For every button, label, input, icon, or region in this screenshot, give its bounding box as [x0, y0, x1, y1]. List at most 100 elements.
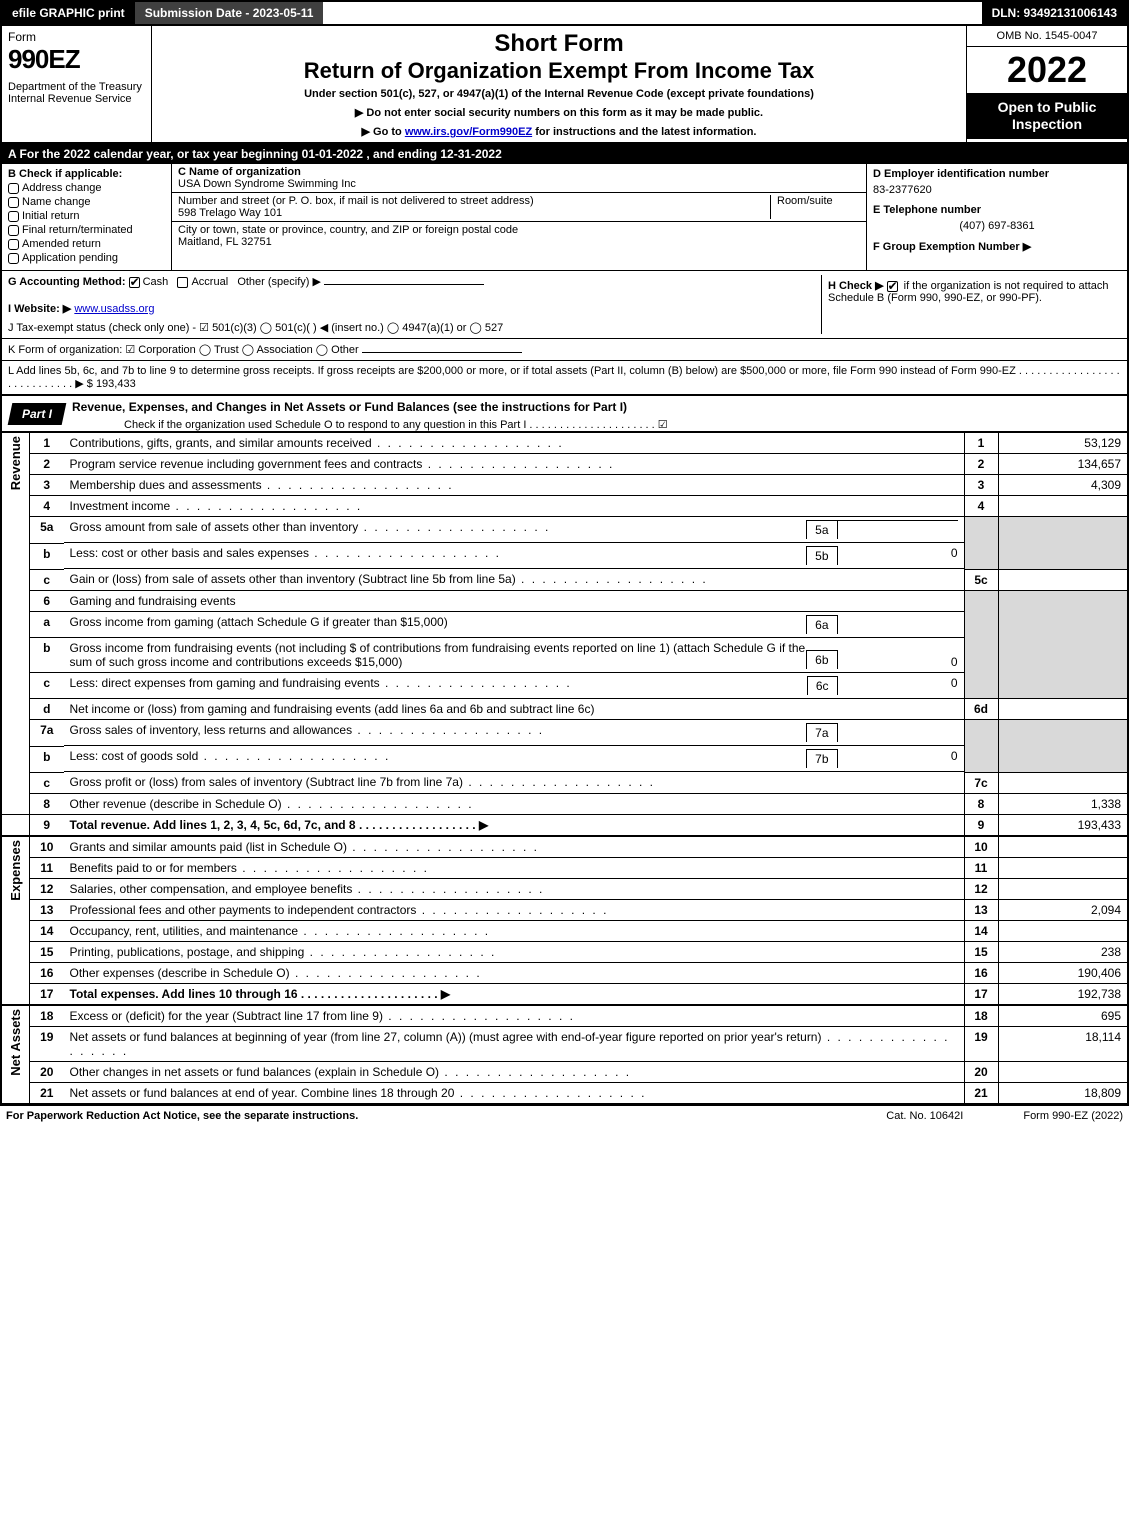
l6c-sv: 0: [838, 676, 958, 695]
footer-left: For Paperwork Reduction Act Notice, see …: [6, 1110, 886, 1122]
chk-name-change[interactable]: [8, 197, 19, 208]
l3-num: 3: [30, 475, 64, 496]
other-specify-field[interactable]: [324, 284, 484, 285]
chk-final-return[interactable]: [8, 225, 19, 236]
l7b-desc: Less: cost of goods sold: [70, 749, 807, 768]
l16-val: 190,406: [998, 962, 1128, 983]
info-block: B Check if applicable: Address change Na…: [0, 164, 1129, 271]
l5a-num: 5a: [30, 517, 64, 544]
chk-accrual[interactable]: [177, 277, 188, 288]
footer-center: Cat. No. 10642I: [886, 1110, 963, 1122]
lbl-cash: Cash: [143, 276, 169, 288]
l19-desc: Net assets or fund balances at beginning…: [64, 1026, 965, 1061]
l8-desc: Other revenue (describe in Schedule O): [64, 793, 965, 814]
l13-val: 2,094: [998, 899, 1128, 920]
vlabel-revenue: Revenue: [8, 436, 23, 490]
l5b-num: b: [30, 543, 64, 569]
l13-rnum: 13: [964, 899, 998, 920]
l1-rnum: 1: [964, 433, 998, 454]
l20-val: [998, 1061, 1128, 1082]
l5c-rnum: 5c: [964, 569, 998, 590]
lbl-initial-return: Initial return: [22, 210, 79, 222]
l4-val: [998, 496, 1128, 517]
l14-val: [998, 920, 1128, 941]
e-label: E Telephone number: [873, 204, 1121, 216]
department-label: Department of the Treasury Internal Reve…: [8, 81, 145, 105]
f-label: F Group Exemption Number ▶: [873, 240, 1121, 253]
l7a-num: 7a: [30, 720, 64, 747]
top-bar: efile GRAPHIC print Submission Date - 20…: [0, 0, 1129, 26]
l17-val: 192,738: [998, 983, 1128, 1005]
l7b-sn: 7b: [806, 749, 837, 768]
form-number: 990EZ: [8, 44, 145, 75]
addr-val: 598 Trelago Way 101: [178, 207, 282, 219]
k-other-field[interactable]: [362, 352, 522, 353]
l15-rnum: 15: [964, 941, 998, 962]
l2-desc: Program service revenue including govern…: [64, 454, 965, 475]
lbl-final-return: Final return/terminated: [22, 224, 133, 236]
l2-num: 2: [30, 454, 64, 475]
l9-desc: Total revenue. Add lines 1, 2, 3, 4, 5c,…: [64, 814, 965, 836]
l7ab-rgrey: [964, 720, 998, 773]
subtitle: Under section 501(c), 527, or 4947(a)(1)…: [158, 88, 960, 100]
l19-num: 19: [30, 1026, 64, 1061]
lbl-accrual: Accrual: [191, 276, 228, 288]
instr-goto-pre: ▶ Go to: [362, 126, 405, 138]
footer-right: Form 990-EZ (2022): [1023, 1110, 1123, 1122]
l5c-desc: Gain or (loss) from sale of assets other…: [64, 569, 965, 590]
footer: For Paperwork Reduction Act Notice, see …: [0, 1104, 1129, 1126]
lbl-app-pending: Application pending: [22, 252, 118, 264]
instr-no-ssn: ▶ Do not enter social security numbers o…: [158, 106, 960, 119]
l7c-num: c: [30, 772, 64, 793]
l12-num: 12: [30, 878, 64, 899]
irs-link[interactable]: www.irs.gov/Form990EZ: [405, 126, 532, 138]
l14-rnum: 14: [964, 920, 998, 941]
lbl-other: Other (specify) ▶: [237, 276, 321, 288]
chk-amended[interactable]: [8, 239, 19, 250]
l13-num: 13: [30, 899, 64, 920]
col-b-header: B Check if applicable:: [8, 168, 165, 180]
l2-val: 134,657: [998, 454, 1128, 475]
l6a-sv: [838, 615, 958, 634]
l11-num: 11: [30, 857, 64, 878]
c-label: C Name of organization: [178, 166, 301, 178]
l15-val: 238: [998, 941, 1128, 962]
l6b-sv: 0: [838, 655, 958, 669]
tax-year: 2022: [967, 47, 1127, 93]
chk-cash[interactable]: [129, 277, 140, 288]
efile-label[interactable]: efile GRAPHIC print: [2, 2, 135, 24]
l18-desc: Excess or (deficit) for the year (Subtra…: [64, 1005, 965, 1027]
website-link[interactable]: www.usadss.org: [74, 303, 154, 315]
open-inspection: Open to Public Inspection: [967, 93, 1127, 139]
chk-app-pending[interactable]: [8, 253, 19, 264]
l7a-sn: 7a: [806, 723, 837, 742]
k-text: K Form of organization: ☑ Corporation ◯ …: [8, 344, 359, 356]
l4-num: 4: [30, 496, 64, 517]
l10-num: 10: [30, 836, 64, 858]
section-a: A For the 2022 calendar year, or tax yea…: [0, 144, 1129, 164]
l6a-sn: 6a: [806, 615, 837, 634]
l15-desc: Printing, publications, postage, and shi…: [64, 941, 965, 962]
l5ab-vgrey: [998, 517, 1128, 570]
chk-address-change[interactable]: [8, 183, 19, 194]
l12-rnum: 12: [964, 878, 998, 899]
lbl-name-change: Name change: [22, 196, 91, 208]
l6-num: 6: [30, 590, 64, 611]
chk-initial-return[interactable]: [8, 211, 19, 222]
l6-rgrey: [964, 590, 998, 699]
row-k: K Form of organization: ☑ Corporation ◯ …: [0, 339, 1129, 361]
part1-tab: Part I: [8, 403, 67, 425]
col-b: B Check if applicable: Address change Na…: [2, 164, 172, 270]
l6-desc: Gaming and fundraising events: [64, 590, 965, 611]
chk-h[interactable]: [887, 281, 898, 292]
l11-desc: Benefits paid to or for members: [64, 857, 965, 878]
l21-val: 18,809: [998, 1082, 1128, 1103]
l6a-desc: Gross income from gaming (attach Schedul…: [70, 615, 807, 634]
l5b-sn: 5b: [806, 546, 837, 565]
l10-rnum: 10: [964, 836, 998, 858]
phone-val: (407) 697-8361: [873, 220, 1121, 232]
header-right: OMB No. 1545-0047 2022 Open to Public In…: [967, 26, 1127, 142]
ein-val: 83-2377620: [873, 184, 1121, 196]
row-gh: G Accounting Method: Cash Accrual Other …: [0, 271, 1129, 339]
l19-rnum: 19: [964, 1026, 998, 1061]
